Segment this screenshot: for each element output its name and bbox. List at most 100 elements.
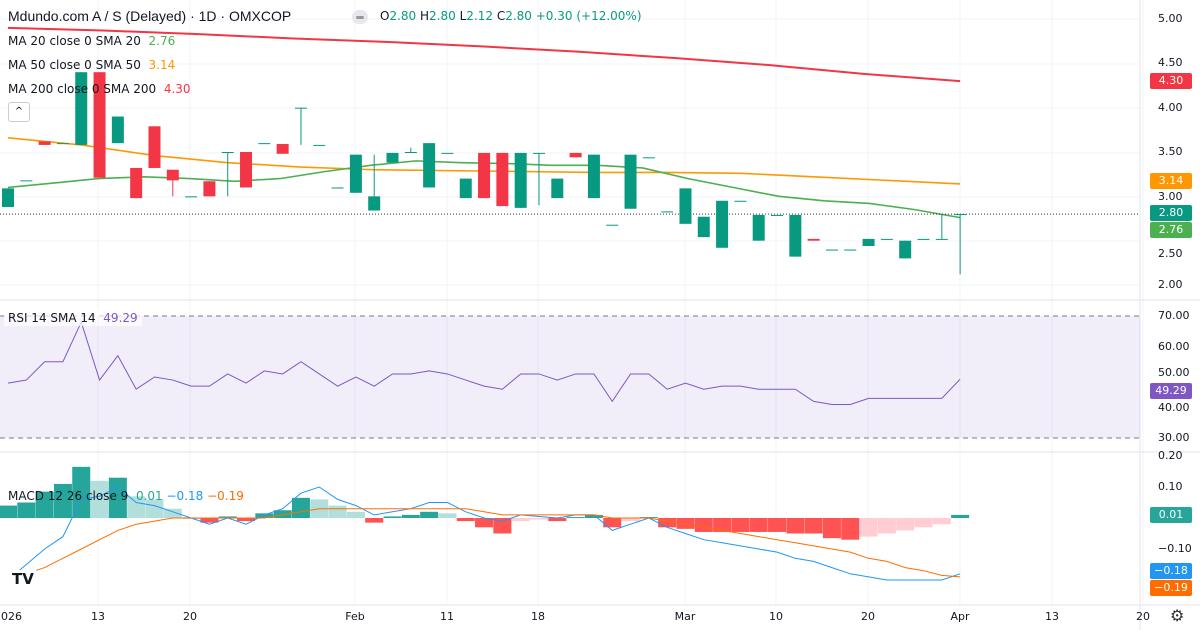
macd-histogram-bar — [896, 518, 915, 531]
candle-body — [606, 224, 619, 226]
price-tick-label: 3.50 — [1158, 145, 1183, 158]
candle-body — [93, 72, 106, 178]
macd-histogram-bar — [0, 505, 17, 518]
candle-body — [624, 154, 637, 209]
candle-body — [294, 107, 307, 109]
macd-histogram-bar — [804, 518, 823, 534]
price-tick-label: 4.50 — [1158, 56, 1183, 70]
candle-body — [221, 152, 234, 154]
macd-histogram-bar — [621, 518, 640, 522]
legend-rsi[interactable]: RSI 14 SMA 14 49.29 — [4, 310, 142, 326]
collapse-legend-button[interactable]: ^ — [8, 102, 30, 122]
rsi-tick-label: 60.00 — [1158, 339, 1190, 353]
time-tick-label: Feb — [345, 610, 365, 623]
macd-histogram-bar — [328, 505, 347, 518]
candle-body — [130, 167, 143, 199]
macd-histogram-bar — [822, 518, 841, 539]
candle-body — [532, 152, 545, 154]
candle-body — [386, 152, 399, 163]
candle-body — [38, 141, 51, 145]
candle-body — [661, 211, 674, 213]
candle-body — [441, 152, 454, 154]
macd-histogram-bar — [365, 518, 384, 523]
macd-histogram-bar — [731, 518, 750, 532]
time-tick-label: 20 — [1136, 610, 1150, 623]
candle-body — [349, 154, 362, 193]
candle-body — [313, 144, 326, 146]
macd-histogram-bar — [566, 517, 585, 519]
legend-ma50[interactable]: MA 50 close 0 SMA 50 3.14 — [8, 58, 176, 72]
candle-body — [862, 238, 875, 246]
rsi-band — [0, 316, 1140, 438]
candle-body — [368, 196, 381, 211]
macd-histogram-bar — [145, 499, 164, 518]
rsi-tick-label: 40.00 — [1158, 400, 1190, 414]
macd-histogram-bar — [401, 514, 420, 518]
candle-body — [331, 187, 344, 189]
settings-gear-icon[interactable]: ⚙ — [1170, 606, 1185, 625]
macd-histogram-bar — [35, 491, 54, 518]
candle-body — [478, 152, 491, 199]
macd-value-tag: −0.18 — [1150, 562, 1192, 579]
macd-histogram-bar — [475, 518, 494, 528]
macd-histogram-bar — [420, 511, 439, 518]
candle-body — [56, 143, 69, 145]
ma200-price-tag: 4.30 — [1150, 73, 1192, 90]
macd-histogram-bar — [273, 510, 292, 518]
time-tick-label: 10 — [769, 610, 783, 623]
rsi-line — [7, 320, 961, 405]
macd-histogram-bar — [914, 518, 933, 528]
legend-macd[interactable]: MACD 12 26 close 9 0.01 −0.18 −0.19 — [8, 489, 244, 503]
macd-histogram-bar — [53, 483, 72, 518]
time-tick-label: 11 — [440, 610, 454, 623]
price-tick-label: 3.00 — [1158, 190, 1183, 204]
candle-body — [935, 238, 948, 240]
candle-body — [551, 178, 564, 199]
rsi-tick-label: 30.00 — [1158, 431, 1190, 444]
macd-histogram-bar — [17, 502, 36, 518]
macd-histogram-bar — [90, 480, 109, 518]
candle-body — [514, 152, 527, 208]
ma20-price-tag: 2.76 — [1150, 222, 1192, 239]
legend-ma200[interactable]: MA 200 close 0 SMA 200 4.30 — [8, 82, 191, 96]
candle-body — [2, 188, 14, 207]
macd-histogram-bar — [548, 518, 567, 522]
macd-histogram-bar — [584, 514, 603, 518]
candle-body — [166, 169, 179, 181]
macd-histogram-bar — [456, 518, 475, 522]
macd-histogram-bar — [786, 518, 805, 534]
last-price-tag: 2.80 — [1150, 205, 1192, 222]
candle-body — [240, 152, 253, 188]
ohlc-readout: O2.80 H2.80 L2.12 C2.80 +0.30 (+12.00%) — [380, 9, 642, 23]
macd-histogram-bar — [237, 518, 256, 522]
sma200-line — [7, 26, 961, 83]
macd-histogram-bar — [676, 518, 695, 529]
time-tick-label: Mar — [674, 610, 696, 623]
candle-body — [20, 180, 33, 182]
time-tick-label: 13 — [1045, 610, 1059, 623]
tradingview-logo[interactable]: TV — [8, 570, 38, 588]
candle-body — [642, 157, 655, 159]
macd-hist-tag: 0.01 — [1150, 506, 1192, 523]
candle-body — [752, 214, 765, 241]
candle-body — [954, 214, 967, 216]
rsi-tick-label: 70.00 — [1158, 309, 1190, 322]
candle-body — [258, 143, 271, 145]
candle-body — [569, 152, 582, 158]
candle-body — [771, 214, 784, 216]
candle-body — [807, 238, 820, 241]
macd-tick-label: 0.10 — [1158, 480, 1183, 493]
macd-tick-label: −0.10 — [1158, 542, 1192, 555]
macd-tick-label: 0.20 — [1158, 449, 1183, 462]
macd-histogram-bar — [218, 516, 237, 518]
price-tick-label: 5.00 — [1158, 12, 1183, 25]
candle-body — [459, 178, 472, 199]
status-indicator[interactable] — [352, 10, 368, 24]
time-tick-label: 2026 — [0, 610, 22, 623]
candle-body — [844, 249, 857, 251]
candle-body — [276, 144, 289, 154]
signal-line — [7, 508, 961, 578]
macd-histogram-bar — [658, 518, 677, 528]
legend-ma20[interactable]: MA 20 close 0 SMA 20 2.76 — [8, 34, 176, 48]
